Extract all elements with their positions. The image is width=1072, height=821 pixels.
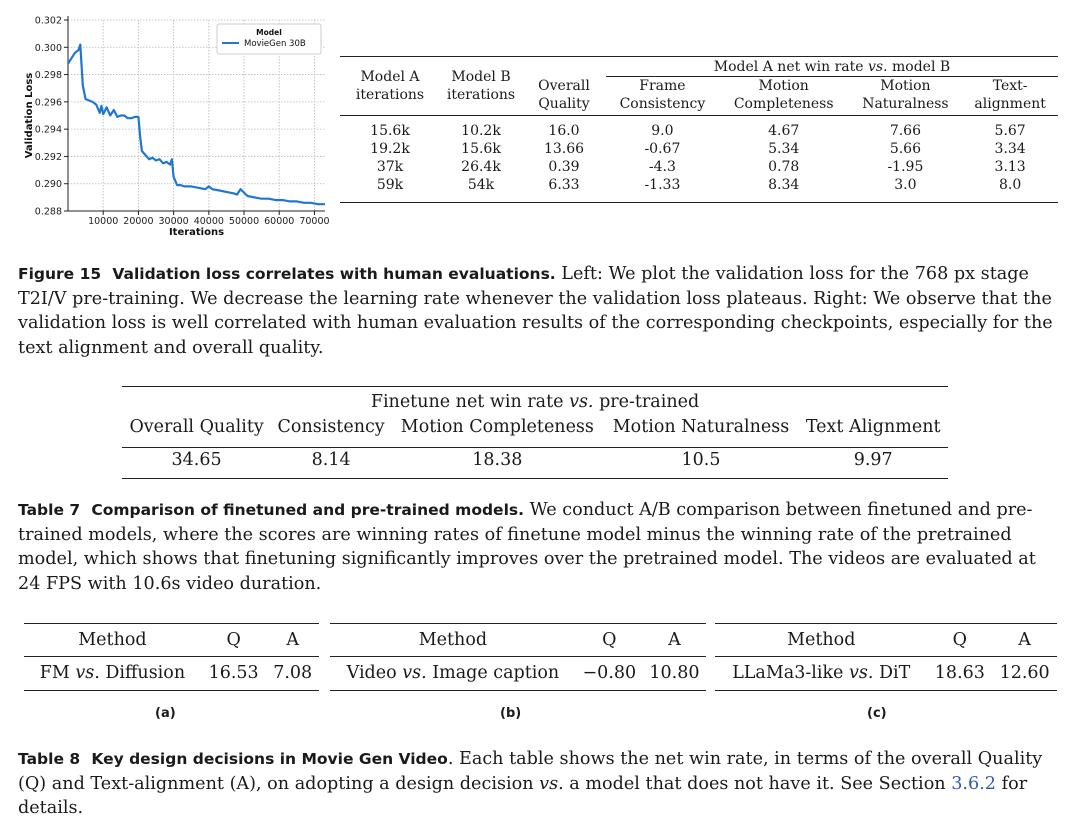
- x-axis-label: Iterations: [169, 227, 224, 238]
- col-motion-completeness: Motion Completeness: [733, 78, 834, 112]
- table8b: Method Q A Video vs. Image caption −0.80 10…: [330, 624, 706, 690]
- subtable-label-b: (b): [500, 706, 522, 721]
- x-tick-label: 10000: [88, 216, 118, 227]
- t15-top-rule: [340, 56, 1058, 57]
- col-group-header: Model A net win rate vs. model B: [606, 58, 1058, 77]
- table-row: 34.65 8.14 18.38 10.5 9.97: [122, 447, 948, 473]
- x-tick-label: 70000: [299, 216, 329, 227]
- table-row: 15.6k 10.2k 16.0 9.0 4.67 7.66 5.67: [370, 122, 1026, 139]
- t7-col-motion-completeness: Motion Completeness: [400, 417, 594, 437]
- t8c-bottom-rule: [715, 690, 1057, 691]
- table-row: 19.2k 15.6k 13.66 -0.67 5.34 5.66 3.34: [370, 140, 1026, 157]
- col-overall-quality: Overall Quality: [538, 78, 590, 112]
- t7-col-text-alignment: Text Alignment: [805, 417, 941, 437]
- t7-col-motion-naturalness: Motion Naturalness: [612, 417, 790, 437]
- t7-col-consistency: Consistency: [277, 417, 385, 437]
- table8c: Method Q A LLaMa3-like vs. DiT 18.63 12.60: [715, 624, 1057, 690]
- table-row: Video vs. Image caption −0.80 10.80: [330, 656, 706, 690]
- t15-bottom-rule: [340, 202, 1058, 203]
- x-tick-label: 40000: [194, 216, 224, 227]
- table-row: 37k 26.4k 0.39 -4.3 0.78 -1.95 3.13: [376, 158, 1026, 175]
- y-tick-label: 0.294: [35, 125, 62, 136]
- table-row: LLaMa3-like vs. DiT 18.63 12.60: [715, 656, 1057, 690]
- legend-title: Model: [256, 28, 282, 37]
- finetune-table: Finetune net win rate vs. pre-trained Ov…: [122, 389, 948, 473]
- validation-loss-chart: 0.288 0.290 0.292 0.294 0.296 0.298 0.300 0.302…: [24, 16, 330, 239]
- table7-caption: Table 7 Comparison of finetuned and pre-…: [18, 500, 1036, 594]
- t7-top-rule: [122, 386, 948, 387]
- t7-group-header: Finetune net win rate vs. pre-trained: [370, 392, 700, 412]
- figure15-caption: Figure 15 Validation loss correlates wit…: [18, 264, 1053, 358]
- subtable-label-a: (a): [155, 706, 176, 721]
- series-line-moviegen-30b: [67, 43, 325, 206]
- t7-col-overall: Overall Quality: [129, 417, 264, 437]
- legend-entry: MovieGen 30B: [244, 39, 306, 49]
- t8a-bottom-rule: [24, 690, 319, 691]
- y-tick-label: 0.290: [35, 179, 62, 190]
- col-frame-consistency: Frame Consistency: [619, 78, 706, 112]
- table8-caption: Table 8 Key design decisions in Movie Ge…: [18, 749, 1043, 818]
- t8b-bottom-rule: [330, 690, 706, 691]
- y-tick-label: 0.298: [35, 70, 62, 81]
- col-motion-naturalness: Motion Naturalness: [862, 78, 949, 112]
- subtable-label-c: (c): [867, 706, 887, 721]
- x-tick-label: 60000: [264, 216, 294, 227]
- t8c-top-rule: [715, 623, 1057, 624]
- y-tick-label: 0.296: [35, 97, 62, 108]
- section-link[interactable]: 3.6.2: [951, 773, 996, 794]
- y-tick-label: 0.300: [35, 43, 62, 54]
- col-text-alignment: Text-alignment: [974, 78, 1046, 112]
- y-tick-label: 0.288: [35, 207, 62, 218]
- y-axis-label: Validation Loss: [24, 73, 35, 159]
- t7-bottom-rule: [122, 478, 948, 479]
- t8a-top-rule: [24, 623, 319, 624]
- table8a: Method Q A FM vs. Diffusion 16.53 7.08: [24, 624, 319, 690]
- y-tick-label: 0.302: [35, 16, 62, 27]
- legend-box: [216, 23, 322, 55]
- x-tick-label: 50000: [229, 216, 259, 227]
- table-row: FM vs. Diffusion 16.53 7.08: [24, 656, 319, 690]
- x-tick-label: 20000: [123, 216, 153, 227]
- t8b-top-rule: [330, 623, 706, 624]
- y-tick-label: 0.292: [35, 152, 62, 163]
- table-row: 59k 54k 6.33 -1.33 8.34 3.0 8.0: [376, 176, 1022, 193]
- x-tick-label: 30000: [158, 216, 188, 227]
